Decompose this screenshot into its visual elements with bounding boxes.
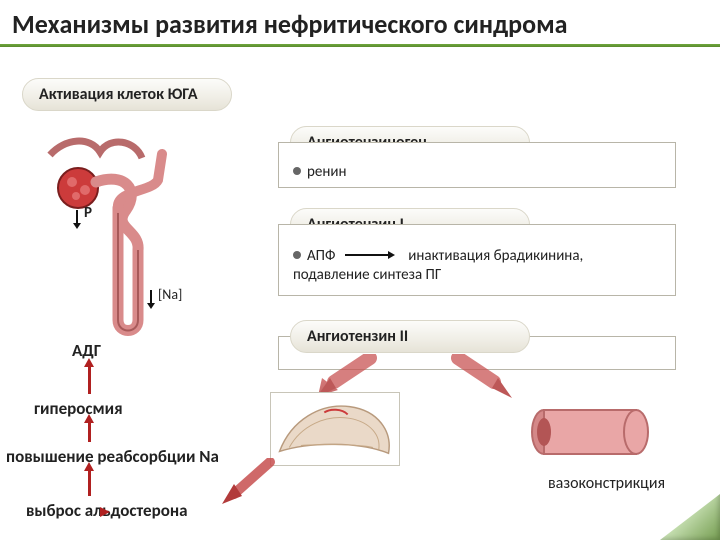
- arrow-up-icon: [88, 470, 91, 496]
- box-apf: АПФ инактивация брадикинина, подавление …: [278, 224, 676, 296]
- apf-post: инактивация брадикинина, подавление синт…: [293, 247, 583, 284]
- arrow-right-small-icon: [100, 507, 114, 517]
- arrow-up-icon: [88, 366, 91, 394]
- pill-ang2: Ангиотензин II: [290, 320, 530, 353]
- arrow-down-icon: [150, 290, 152, 304]
- label-na-reabs: повышение реабсорбции Na: [6, 446, 219, 467]
- page-title: Механизмы развития нефритического синдро…: [0, 0, 720, 44]
- title-underline: [0, 44, 720, 47]
- arrow-to-aldosterone-icon: [216, 458, 276, 508]
- vessel-illustration: [530, 405, 650, 459]
- label-hyperosmia: гиперосмия: [34, 398, 123, 419]
- adrenal-illustration: [270, 392, 400, 466]
- arrow-right-icon: [345, 254, 389, 256]
- label-vasoconstriction: вазоконстрикция: [548, 474, 665, 493]
- apf-pre: АПФ: [307, 247, 335, 265]
- page-curl-icon: [660, 494, 720, 540]
- arrow-up-icon: [88, 422, 91, 442]
- renin-text: ренин: [307, 163, 347, 181]
- arrow-down-icon: [76, 210, 78, 224]
- label-p: Р: [84, 204, 92, 222]
- bullet-icon: [293, 167, 301, 175]
- pill-juga: Активация клеток ЮГА: [22, 78, 232, 111]
- soft-arrow-right-icon: [438, 354, 528, 400]
- bullet-icon: [293, 251, 301, 259]
- box-renin: ренин: [278, 142, 676, 188]
- nephron-illustration: [30, 130, 210, 340]
- label-na: [Na]: [158, 286, 182, 303]
